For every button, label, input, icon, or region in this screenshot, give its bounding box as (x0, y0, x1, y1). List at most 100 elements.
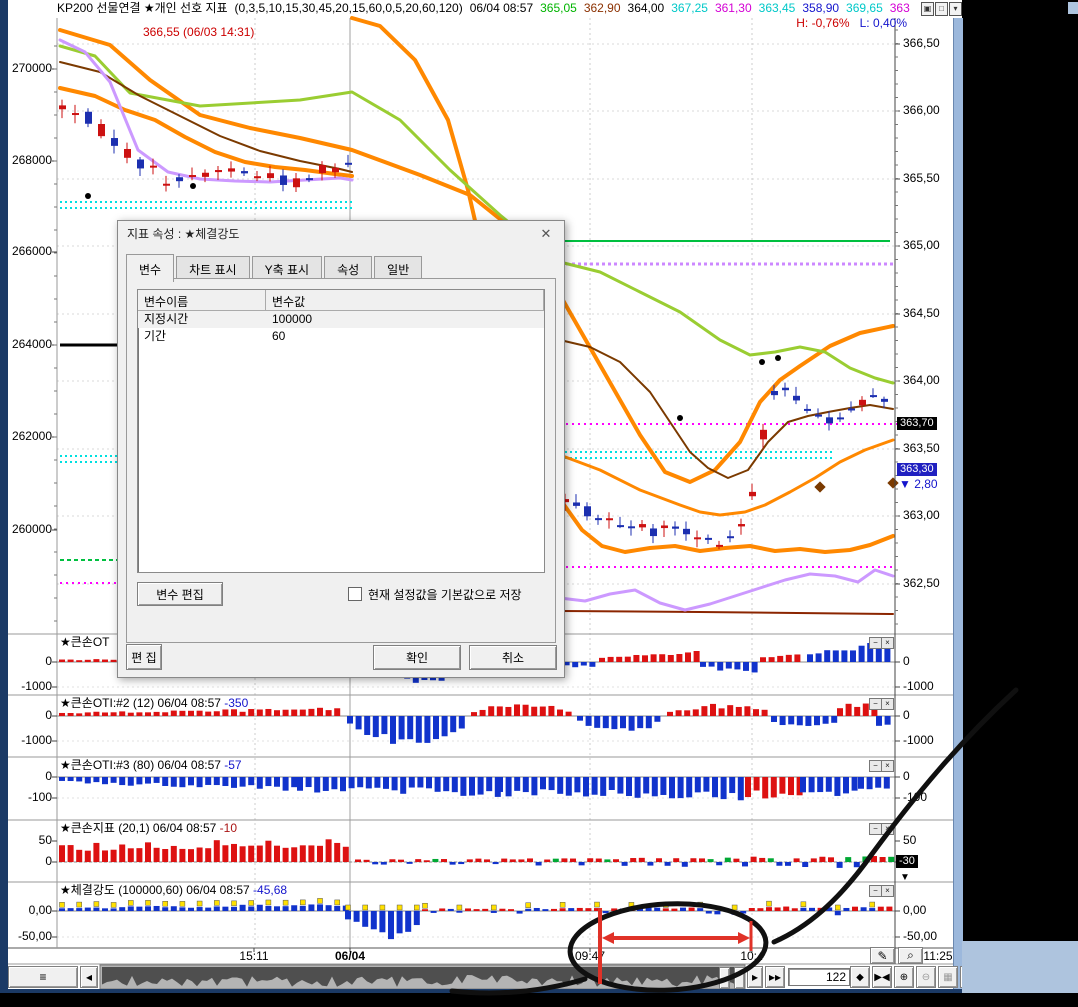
x-axis-label: 09:47 (574, 949, 606, 963)
panel-axis-label: 0,00 (28, 903, 52, 917)
x-axis-label: 10:4 (740, 949, 764, 963)
nav-left-arrow-button[interactable]: ◂ (80, 966, 98, 988)
left-axis-label: 264000 (11, 337, 52, 351)
left-axis-label: 260000 (11, 522, 52, 536)
quote-value: 363,45 (758, 1, 796, 15)
magnifier-button[interactable]: ⌕ (898, 947, 923, 964)
title-datetime: 06/04 08:57 (469, 1, 534, 15)
save-default-row: 현재 설정값을 기본값으로 저장 (348, 587, 522, 602)
col-variable-name: 변수이름 (138, 290, 266, 310)
panel-axis-label: -50,00 (17, 929, 52, 943)
panel-label: ★큰손OT (60, 635, 110, 649)
high-pct-label: H: -0,76% (796, 16, 850, 30)
right-axis-label: 363,50 (903, 441, 940, 455)
panel-close-icon[interactable]: × (881, 760, 894, 772)
panel-axis-label: -1000 (21, 733, 52, 747)
ok-button[interactable]: 확인 (373, 645, 461, 670)
restore-icon[interactable]: ▣ (921, 2, 934, 16)
draw-pencil-button[interactable]: ✎ (870, 947, 895, 964)
panel-axis-label: 0 (903, 708, 910, 722)
dialog-title: 지표 속성 : ★체결강도 (127, 227, 240, 241)
ref-price-badge: 363,30 (897, 463, 937, 476)
panel-label: ★큰손OTI:#3 (80) 06/04 08:57 -57 (60, 758, 242, 772)
left-axis-label: 268000 (11, 153, 52, 167)
left-axis-label: 270000 (11, 61, 52, 75)
nav-menu-button[interactable]: ≡ (8, 966, 78, 988)
indicator-params: (0,3,5,10,15,30,45,20,15,60,0,5,20,60,12… (234, 1, 463, 15)
trading-chart-window: KP200 선물연결 ★개인 선호 지표 (0,3,5,10,15,30,45,… (0, 0, 980, 993)
bar-count-input[interactable] (788, 968, 850, 986)
panel-axis-label: -1000 (903, 679, 934, 693)
panel-axis-label: -1000 (903, 733, 934, 747)
quote-values: 365,05 362,90 364,00 367,25 361,30 363,45 358,… (540, 1, 910, 16)
panel-axis-label: 0 (45, 854, 52, 868)
close-icon[interactable]: ✕ (540, 226, 552, 241)
expand-horizontal-icon[interactable]: ◆ (850, 966, 870, 988)
panel-axis-label: 0 (903, 654, 910, 668)
zoom-out-icon: ⊖ (916, 966, 936, 988)
right-axis-label: 362,50 (903, 576, 940, 590)
quote-value: 367,25 (671, 1, 708, 15)
indicator-properties-dialog: 지표 속성 : ★체결강도 ✕ 변수 차트 표시 Y축 표시 속성 일반 변수이름 변수… (117, 220, 565, 678)
panel-close-icon[interactable]: × (881, 637, 894, 649)
quote-value: 361,30 (714, 1, 752, 15)
quote-value: 364,00 (627, 1, 665, 15)
panel-axis-label: 0 (903, 769, 910, 783)
navigator-handle-right[interactable] (734, 967, 745, 989)
change-label: ▼ 2,80 (899, 477, 938, 491)
panel-close-icon[interactable]: × (881, 698, 894, 710)
high-low-row: H: -0,76% L: 0,40% (747, 16, 907, 30)
variable-row[interactable]: 지정시간 100000 (138, 311, 544, 328)
col-variable-value: 변수값 (266, 290, 544, 310)
edit-button[interactable]: 편 집 (126, 644, 162, 670)
panel-axis-label: 0,00 (903, 903, 927, 917)
pane-window-icons: ▣ □ ▾ (921, 2, 962, 16)
panel-close-icon[interactable]: × (881, 823, 894, 835)
right-axis-label: 363,00 (903, 508, 940, 522)
variables-table[interactable]: 변수이름 변수값 지정시간 100000 기간 60 (137, 289, 545, 573)
panel-axis-label: -50,00 (903, 929, 938, 943)
x-axis-label: 11:25 (923, 949, 953, 963)
top-right-scrollbar-sliver (1068, 2, 1078, 14)
page-next-button[interactable]: ▸ (747, 966, 763, 988)
indicator-value-badge: -30 (896, 855, 918, 868)
zoom-in-icon[interactable]: ⊕ (894, 966, 914, 988)
cancel-button[interactable]: 취소 (469, 645, 557, 670)
low-pct-label: L: 0,40% (859, 16, 907, 30)
navigator-handle-left[interactable] (719, 967, 730, 989)
panel-axis-label: 50 (38, 833, 52, 847)
panel-axis-label: 0 (45, 654, 52, 668)
last-price-badge: 363,70 (897, 417, 937, 430)
panel-axis-label: -100 (903, 790, 928, 804)
left-axis-label: 262000 (11, 429, 52, 443)
panel-axis-label: 0 (45, 769, 52, 783)
compress-icon[interactable]: ▶◀ (872, 966, 892, 988)
right-axis-label: 364,00 (903, 373, 940, 387)
window-bottom-border (0, 989, 962, 993)
page-fast-button[interactable]: ▸▸ (765, 966, 785, 988)
panel-close-icon[interactable]: × (881, 885, 894, 897)
panel-label: ★체결강도 (100000,60) 06/04 08:57 -45,68 (60, 883, 288, 897)
tab-1[interactable]: 변수 (126, 254, 175, 282)
panel-axis-label: -1000 (21, 679, 52, 693)
menu-arrow-icon[interactable]: ▾ (949, 2, 962, 16)
chart-title-bar: KP200 선물연결 ★개인 선호 지표 (0,3,5,10,15,30,45,… (57, 1, 919, 16)
right-scrollbar[interactable] (953, 18, 963, 989)
quote-value: 369,65 (846, 1, 883, 15)
window-left-border (0, 0, 8, 993)
right-axis-label: 365,00 (903, 238, 940, 252)
save-default-checkbox[interactable] (348, 587, 362, 601)
edit-variables-button[interactable]: 변수 편집 (137, 582, 223, 606)
x-axis-label: 15:11 (239, 949, 269, 963)
x-axis-label: 06/04 (334, 949, 366, 963)
maximize-icon[interactable]: □ (935, 2, 948, 16)
panel-label: ★큰손OTI:#2 (12) 06/04 08:57 -350 (60, 696, 249, 710)
panel-axis-label: 50 (903, 833, 917, 847)
variable-row[interactable]: 기간 60 (144, 329, 286, 343)
session-high-annotation: 366,55 (06/03 14:31) (143, 25, 255, 39)
right-axis-label: 366,00 (903, 103, 940, 117)
grid-icon: ▦ (938, 966, 958, 988)
panel-label: ★큰손지표 (20,1) 06/04 08:57 -10 (60, 821, 238, 835)
quote-value: 362,90 (583, 1, 621, 15)
